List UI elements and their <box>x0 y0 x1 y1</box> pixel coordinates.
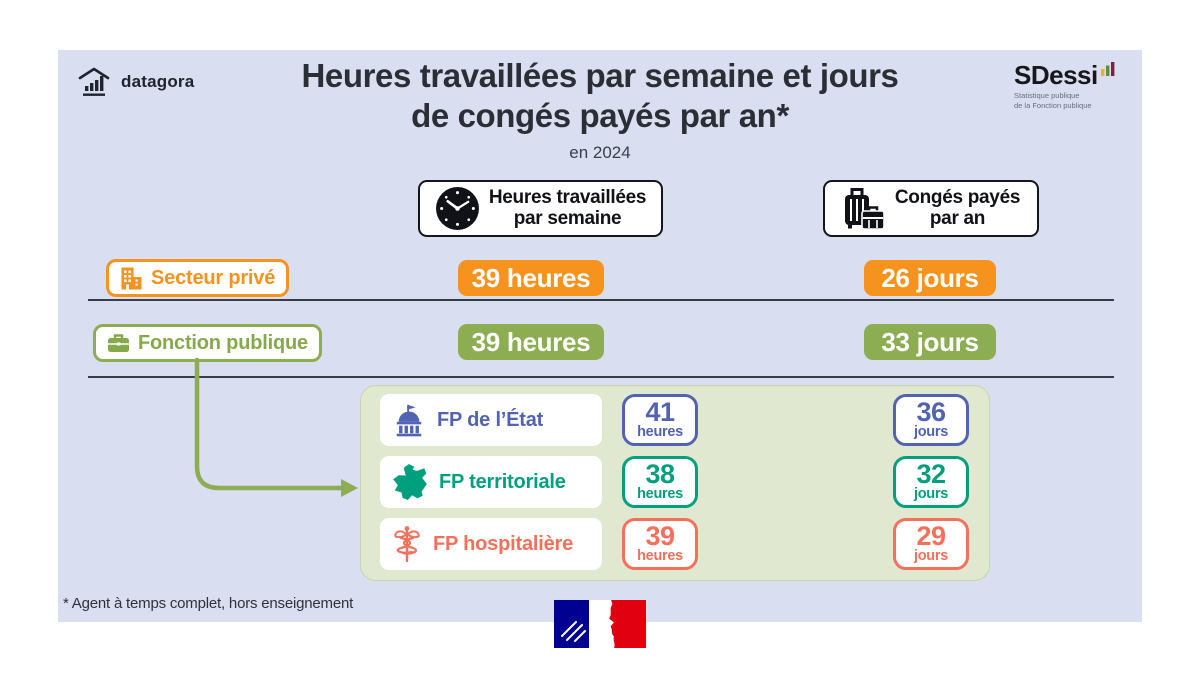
column-header-hours-label: Heures travaillées par semaine <box>488 186 647 229</box>
datagora-icon <box>78 67 110 96</box>
subtitle-year: en 2024 <box>569 143 631 162</box>
footnote: * Agent à temps complet, hors enseigneme… <box>63 595 354 612</box>
public-hours-pill: 39 heures <box>458 324 604 360</box>
breakdown-label-fp-etat: FP de l’État <box>380 394 602 446</box>
private-sector-badge: Secteur privé <box>106 259 290 297</box>
private-days-pill: 26 jours <box>864 260 996 296</box>
office-building-icon <box>121 267 142 289</box>
fp-etat-days-box: 36 jours <box>893 394 969 446</box>
page-title-line2: de congés payés par an* <box>411 97 789 135</box>
public-service-label: Fonction publique <box>138 331 308 354</box>
fp-territoriale-hours-box: 38 heures <box>622 456 698 508</box>
sdessi-tagline-1: Statistique publique <box>1014 91 1080 100</box>
clock-icon <box>435 187 479 230</box>
government-building-icon <box>396 404 422 437</box>
breakdown-label-fp-hospitaliere: FP hospitalière <box>380 518 602 570</box>
page-title-line1: Heures travaillées par semaine et jours <box>301 57 899 94</box>
private-hours-pill: 39 heures <box>458 260 604 296</box>
sdessi-bars-icon <box>1100 62 1115 76</box>
sdessi-tagline-2: de la Fonction publique <box>1014 101 1092 111</box>
datagora-logo: datagora <box>76 66 194 97</box>
fp-etat-hours-box: 41 heures <box>622 394 698 446</box>
column-header-days-label: Congés payés par an <box>894 186 1021 229</box>
column-header-days: Congés payés par an <box>823 180 1039 237</box>
sdessi-logo: SDessi Statistique publique de la Foncti… <box>1014 62 1154 111</box>
public-service-badge: Fonction publique <box>93 324 322 362</box>
fp-territoriale-days-box: 32 jours <box>893 456 969 508</box>
page-title: Heures travaillées par semaine et jours … <box>200 56 1000 137</box>
private-sector-label: Secteur privé <box>151 266 276 289</box>
breakdown-label-fp-territoriale: FP territoriale <box>380 456 602 508</box>
public-days-pill: 33 jours <box>864 324 996 360</box>
column-header-hours: Heures travaillées par semaine <box>418 180 663 237</box>
divider-2 <box>88 376 1114 378</box>
caduceus-icon <box>394 526 420 563</box>
luggage-icon <box>844 187 885 230</box>
briefcase-icon <box>108 334 129 352</box>
sdessi-label: SDessi <box>1014 60 1098 90</box>
fp-hospitaliere-days-box: 29 jours <box>893 518 969 570</box>
france-map-icon <box>393 464 427 500</box>
datagora-label: datagora <box>121 71 195 91</box>
fp-hospitaliere-hours-box: 39 heures <box>622 518 698 570</box>
divider-1 <box>88 299 1114 301</box>
french-government-logo-icon <box>554 600 646 648</box>
